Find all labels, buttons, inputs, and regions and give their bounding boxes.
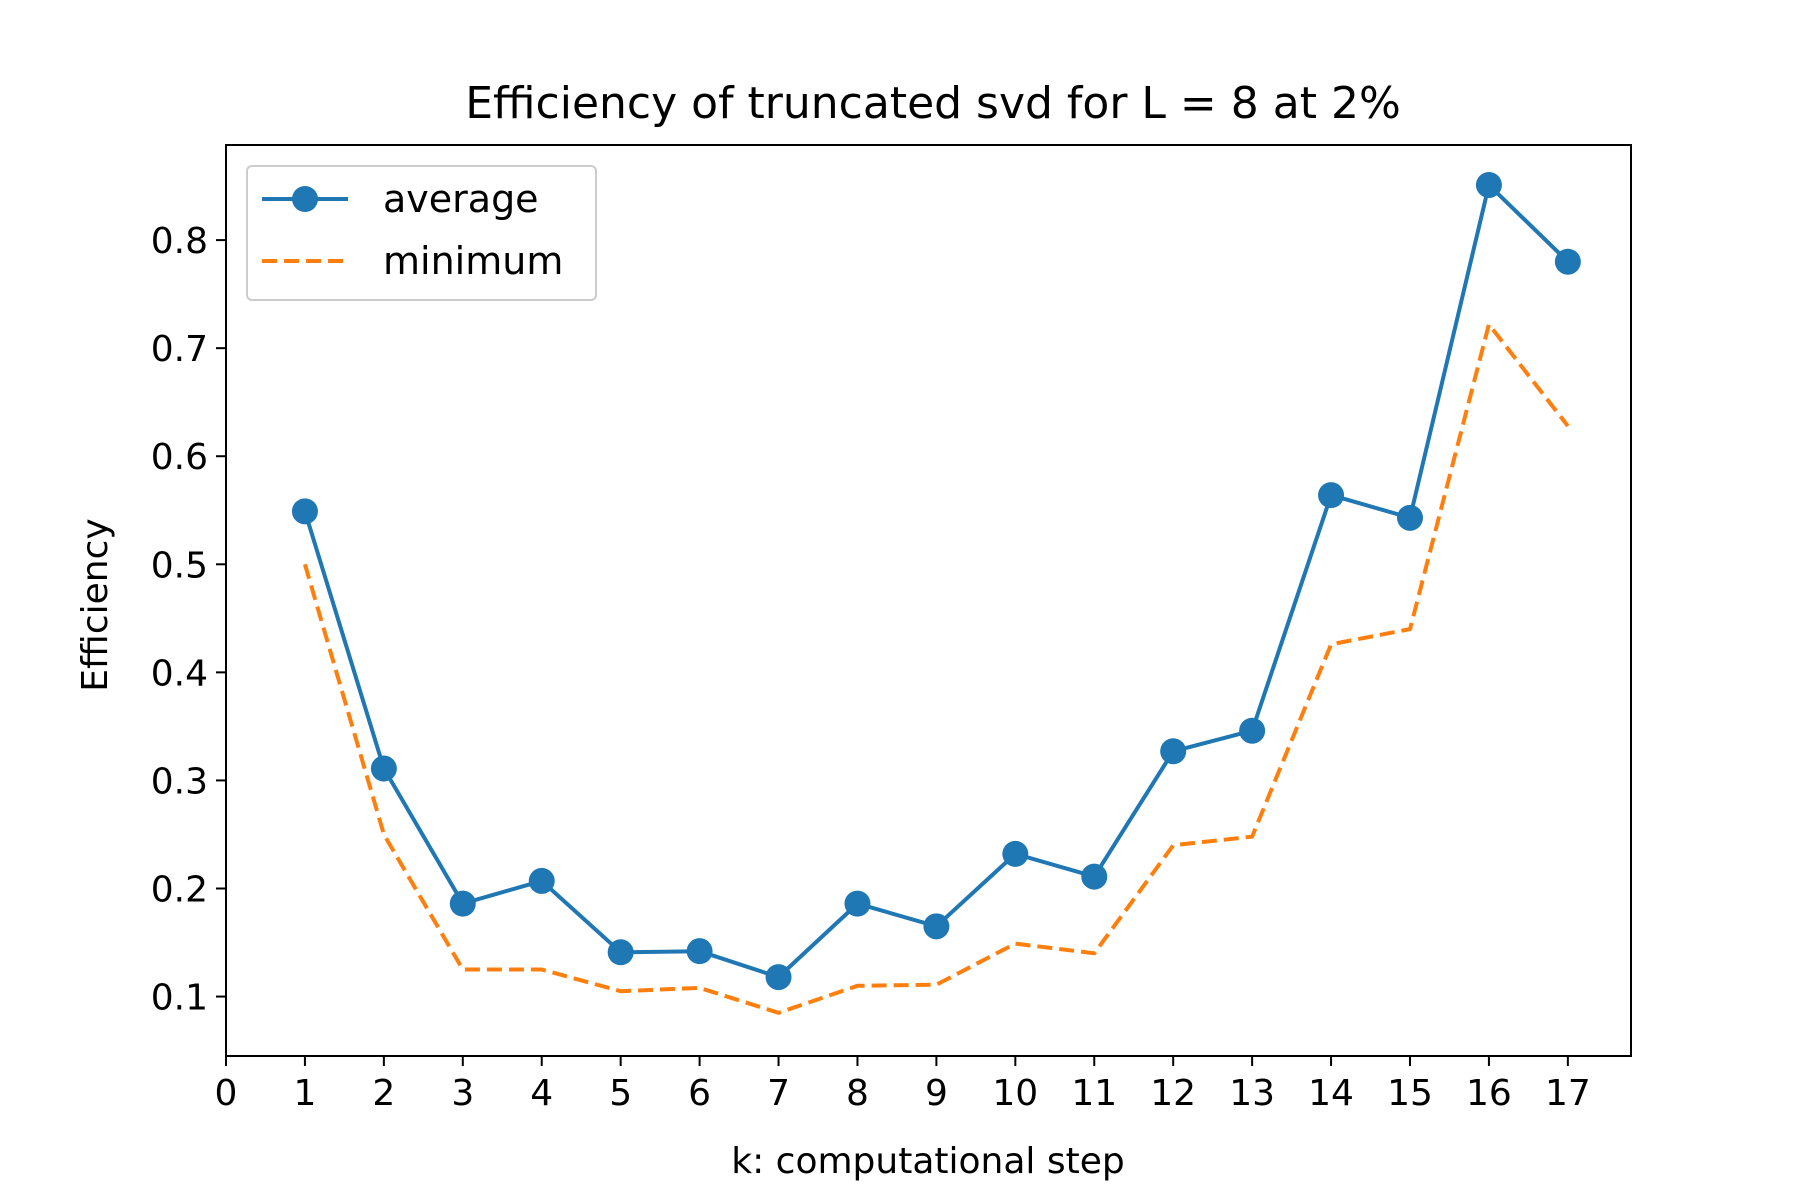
y-axis-ticks: 0.1 0.2 0.3 0.4 0.5 0.6 0.7 0.8 [151, 221, 226, 1019]
x-tick-label: 4 [530, 1073, 553, 1114]
series-average-point [607, 939, 634, 966]
y-tick-label: 0.6 [151, 437, 208, 478]
x-tick-label: 0 [215, 1073, 238, 1114]
y-tick-label: 0.5 [151, 545, 208, 586]
series-average-point [1318, 482, 1345, 509]
x-axis-label: k: computational step [731, 1141, 1125, 1182]
series-average-point [1081, 863, 1108, 890]
x-tick-label: 6 [688, 1073, 711, 1114]
x-tick-label: 5 [609, 1073, 632, 1114]
plot-frame [225, 144, 1632, 1057]
y-tick-label: 0.1 [151, 978, 208, 1019]
y-tick-label: 0.4 [151, 653, 208, 694]
series-layer [291, 171, 1581, 1015]
x-tick-label: 8 [846, 1073, 869, 1114]
x-tick-label: 16 [1466, 1073, 1512, 1114]
series-average-point [1239, 717, 1266, 744]
y-tick-label: 0.3 [151, 761, 208, 802]
series-average-point [1002, 840, 1029, 867]
series-average-point [1160, 738, 1187, 765]
y-tick-label: 0.2 [151, 869, 208, 910]
x-tick-label: 3 [451, 1073, 474, 1114]
x-tick-label: 13 [1229, 1073, 1275, 1114]
series-average-point [844, 890, 871, 917]
y-tick-label: 0.7 [151, 329, 208, 370]
series-average-point [923, 913, 950, 940]
chart-title: Efficiency of truncated svd for L = 8 at… [465, 78, 1401, 129]
series-average-point [686, 938, 713, 965]
x-tick-label: 2 [372, 1073, 395, 1114]
x-tick-label: 17 [1545, 1073, 1591, 1114]
x-tick-label: 15 [1387, 1073, 1433, 1114]
series-average-point [528, 867, 555, 894]
x-tick-label: 1 [293, 1073, 316, 1114]
series-average-point [1554, 248, 1581, 275]
x-tick-label: 9 [925, 1073, 948, 1114]
legend-average-label: average [383, 177, 539, 221]
series-average-point [370, 755, 397, 782]
series-minimum-line [302, 322, 1570, 1015]
series-average-point [1396, 504, 1423, 531]
series-average-point [291, 498, 318, 525]
y-axis-label: Efficiency [75, 518, 116, 691]
legend: average minimum [246, 165, 597, 301]
x-tick-label: 10 [992, 1073, 1038, 1114]
legend-minimum-label: minimum [383, 239, 563, 283]
series-average-point [449, 890, 476, 917]
x-tick-label: 7 [767, 1073, 790, 1114]
series-average-point [765, 964, 792, 991]
x-tick-label: 11 [1071, 1073, 1117, 1114]
x-tick-label: 14 [1308, 1073, 1354, 1114]
y-tick-label: 0.8 [151, 221, 208, 262]
x-axis-ticks: 0 1 2 3 4 5 6 7 8 9 10 11 12 13 14 15 16 17 [215, 1056, 1591, 1114]
legend-average-marker [292, 186, 318, 212]
series-average-point [1475, 171, 1502, 198]
x-tick-label: 12 [1150, 1073, 1196, 1114]
